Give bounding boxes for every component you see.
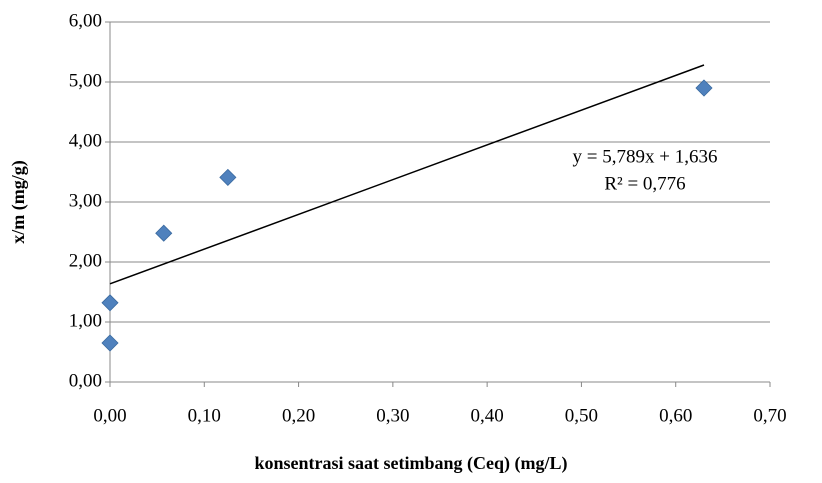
x-tick-label: 0,20	[282, 405, 315, 426]
x-tick-label: 0,30	[376, 405, 409, 426]
x-tick-label: 0,00	[93, 405, 126, 426]
chart: konsentrasi saat setimbang (Ceq) (mg/L) …	[0, 0, 822, 483]
y-axis-title: x/m (mg/g)	[8, 160, 29, 243]
data-point	[220, 169, 236, 185]
y-tick-label: 1,00	[69, 310, 102, 331]
x-tick-label: 0,50	[565, 405, 598, 426]
y-tick-label: 6,00	[69, 10, 102, 31]
y-tick-label: 0,00	[69, 370, 102, 391]
y-tick-label: 4,00	[69, 130, 102, 151]
trendline-equation: y = 5,789x + 1,636	[573, 146, 718, 167]
trendline-r-squared: R² = 0,776	[604, 173, 685, 194]
x-tick-label: 0,60	[659, 405, 692, 426]
x-tick-label: 0,40	[471, 405, 504, 426]
data-point	[102, 335, 118, 351]
y-tick-label: 5,00	[69, 70, 102, 91]
x-axis-title: konsentrasi saat setimbang (Ceq) (mg/L)	[255, 453, 568, 474]
x-tick-label: 0,10	[188, 405, 221, 426]
data-point	[156, 225, 172, 241]
x-tick-label: 0,70	[753, 405, 786, 426]
data-point	[102, 295, 118, 311]
y-tick-label: 2,00	[69, 250, 102, 271]
y-tick-label: 3,00	[69, 190, 102, 211]
